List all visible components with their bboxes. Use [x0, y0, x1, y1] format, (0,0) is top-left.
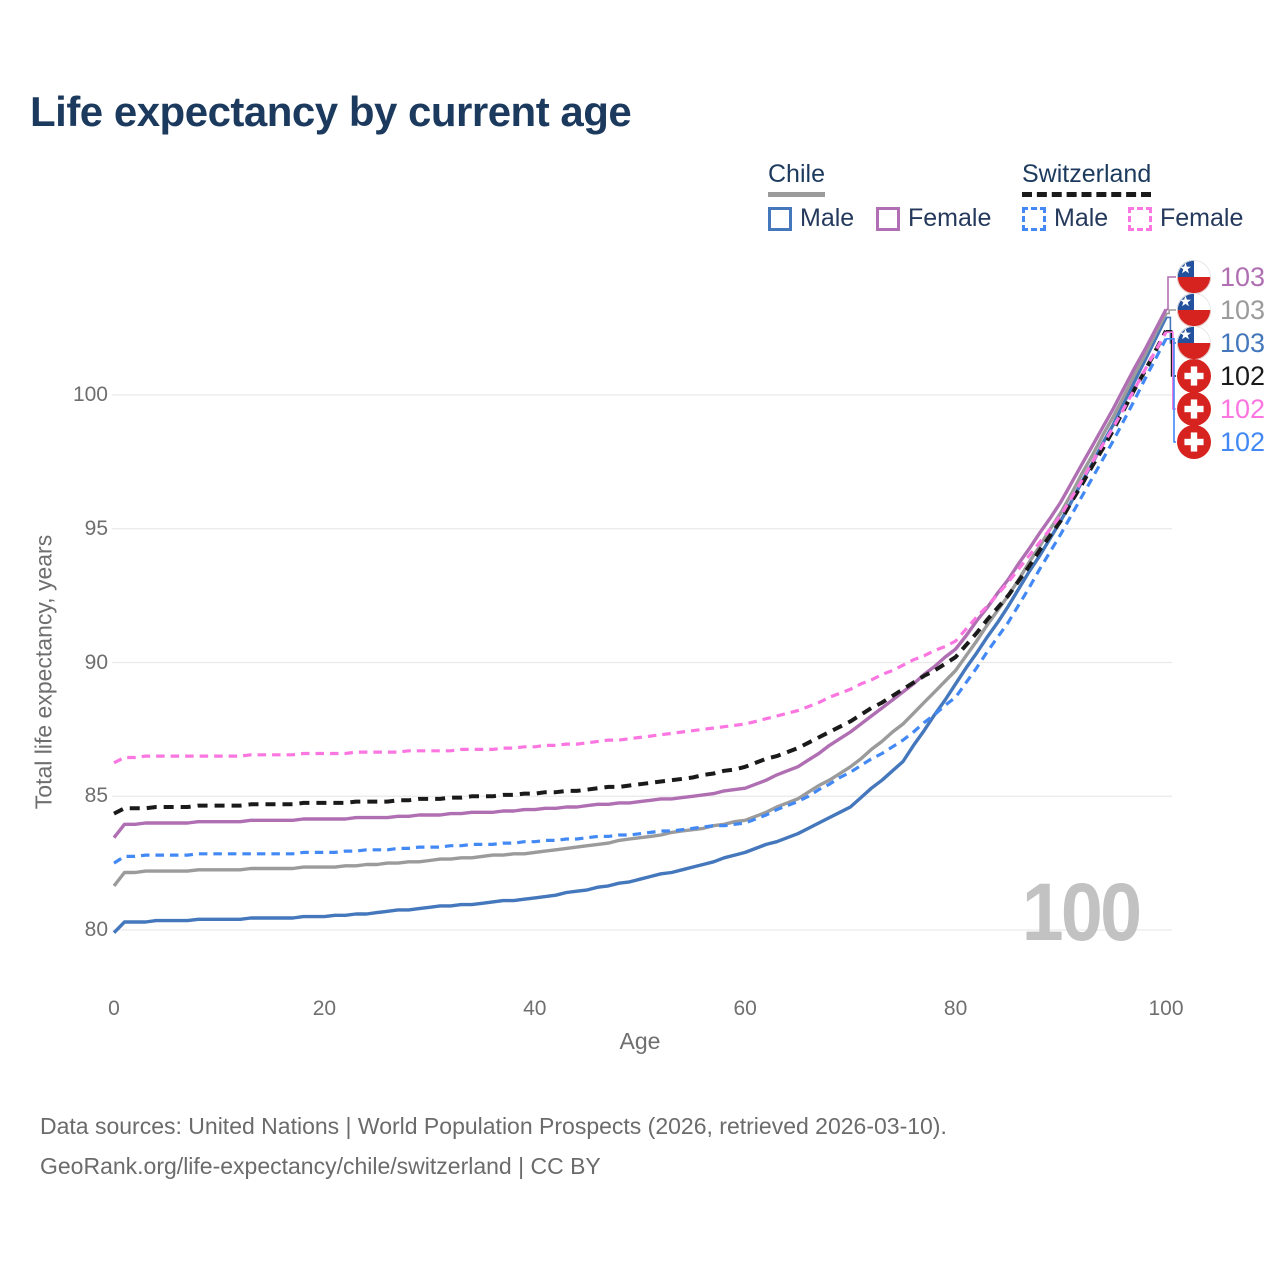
- end-label-value: 103: [1220, 261, 1266, 292]
- end-label-value: 102: [1220, 393, 1266, 424]
- end-label-chile-female: 103: [1177, 259, 1265, 295]
- x-tick-label: 80: [943, 997, 968, 1020]
- series-line-switzerland-female[interactable]: [113, 331, 1168, 765]
- footer: Data sources: United Nations | World Pop…: [40, 1106, 947, 1186]
- data-sources-line: Data sources: United Nations | World Pop…: [40, 1113, 947, 1139]
- y-tick-label: 100: [72, 383, 108, 406]
- series-line-chile-female[interactable]: [112, 308, 1168, 839]
- end-label-switzerland-male: 102: [1177, 424, 1265, 460]
- end-label-switzerland-female: 102: [1177, 391, 1265, 427]
- series-line-switzerland-both[interactable]: [113, 329, 1168, 816]
- legend-item-chile-male[interactable]: Male: [768, 204, 854, 233]
- end-label-value: 102: [1220, 426, 1266, 457]
- legend-item-chile-female[interactable]: Female: [876, 204, 991, 233]
- legend-chile-header[interactable]: Chile: [768, 160, 825, 197]
- legend-label: Male: [1054, 204, 1109, 232]
- legend-switzerland-header[interactable]: Switzerland: [1022, 160, 1152, 197]
- y-tick-label: 95: [84, 516, 108, 540]
- end-label-value: 103: [1220, 294, 1266, 325]
- end-label-leader: [1166, 309, 1176, 315]
- x-tick-label: 40: [523, 997, 547, 1020]
- end-label-value: 102: [1220, 360, 1266, 391]
- series-line-chile-male[interactable]: [112, 316, 1168, 934]
- switzerland-flag-icon: [1177, 359, 1211, 393]
- age-watermark: 100: [1021, 867, 1142, 958]
- page-title: Life expectancy by current age: [30, 88, 632, 135]
- legend-label: Female: [1160, 204, 1244, 232]
- end-label-value: 103: [1220, 327, 1266, 358]
- legend-label: Male: [800, 204, 855, 232]
- switzerland-female-swatch-icon: [1128, 206, 1152, 231]
- legend-item-switzerland-male[interactable]: Male: [1022, 204, 1108, 233]
- x-tick-label: 20: [312, 997, 337, 1020]
- y-tick-label: 90: [84, 650, 108, 674]
- switzerland-flag-icon: [1177, 392, 1211, 426]
- x-tick-label: 60: [733, 997, 757, 1020]
- georank-link[interactable]: GeoRank.org/life-expectancy/chile/switze…: [40, 1153, 601, 1179]
- end-label-switzerland-both: 102: [1177, 358, 1265, 394]
- chile-flag-icon: [1177, 260, 1211, 294]
- end-label-leader: [1166, 276, 1176, 311]
- switzerland-male-swatch-icon: [1022, 206, 1046, 231]
- x-tick-label: 100: [1148, 997, 1184, 1020]
- switzerland-flag-icon: [1177, 425, 1211, 459]
- legend-label: Female: [908, 204, 992, 232]
- x-axis-title: Age: [619, 1028, 661, 1054]
- y-tick-label: 85: [84, 784, 108, 808]
- end-label-chile-male: 103: [1177, 325, 1265, 361]
- end-label-leader: [1166, 338, 1176, 443]
- chile-female-swatch-icon: [876, 206, 900, 231]
- legend-item-switzerland-female[interactable]: Female: [1128, 204, 1243, 233]
- chile-male-swatch-icon: [768, 206, 792, 231]
- y-tick-label: 80: [84, 918, 108, 941]
- series-line-chile-both[interactable]: [112, 312, 1168, 887]
- end-label-chile-both: 103: [1177, 292, 1265, 328]
- chile-flag-icon: [1177, 326, 1211, 360]
- series-line-switzerland-male[interactable]: [113, 338, 1168, 865]
- chile-flag-icon: [1177, 293, 1211, 327]
- x-tick-label: 0: [108, 997, 120, 1020]
